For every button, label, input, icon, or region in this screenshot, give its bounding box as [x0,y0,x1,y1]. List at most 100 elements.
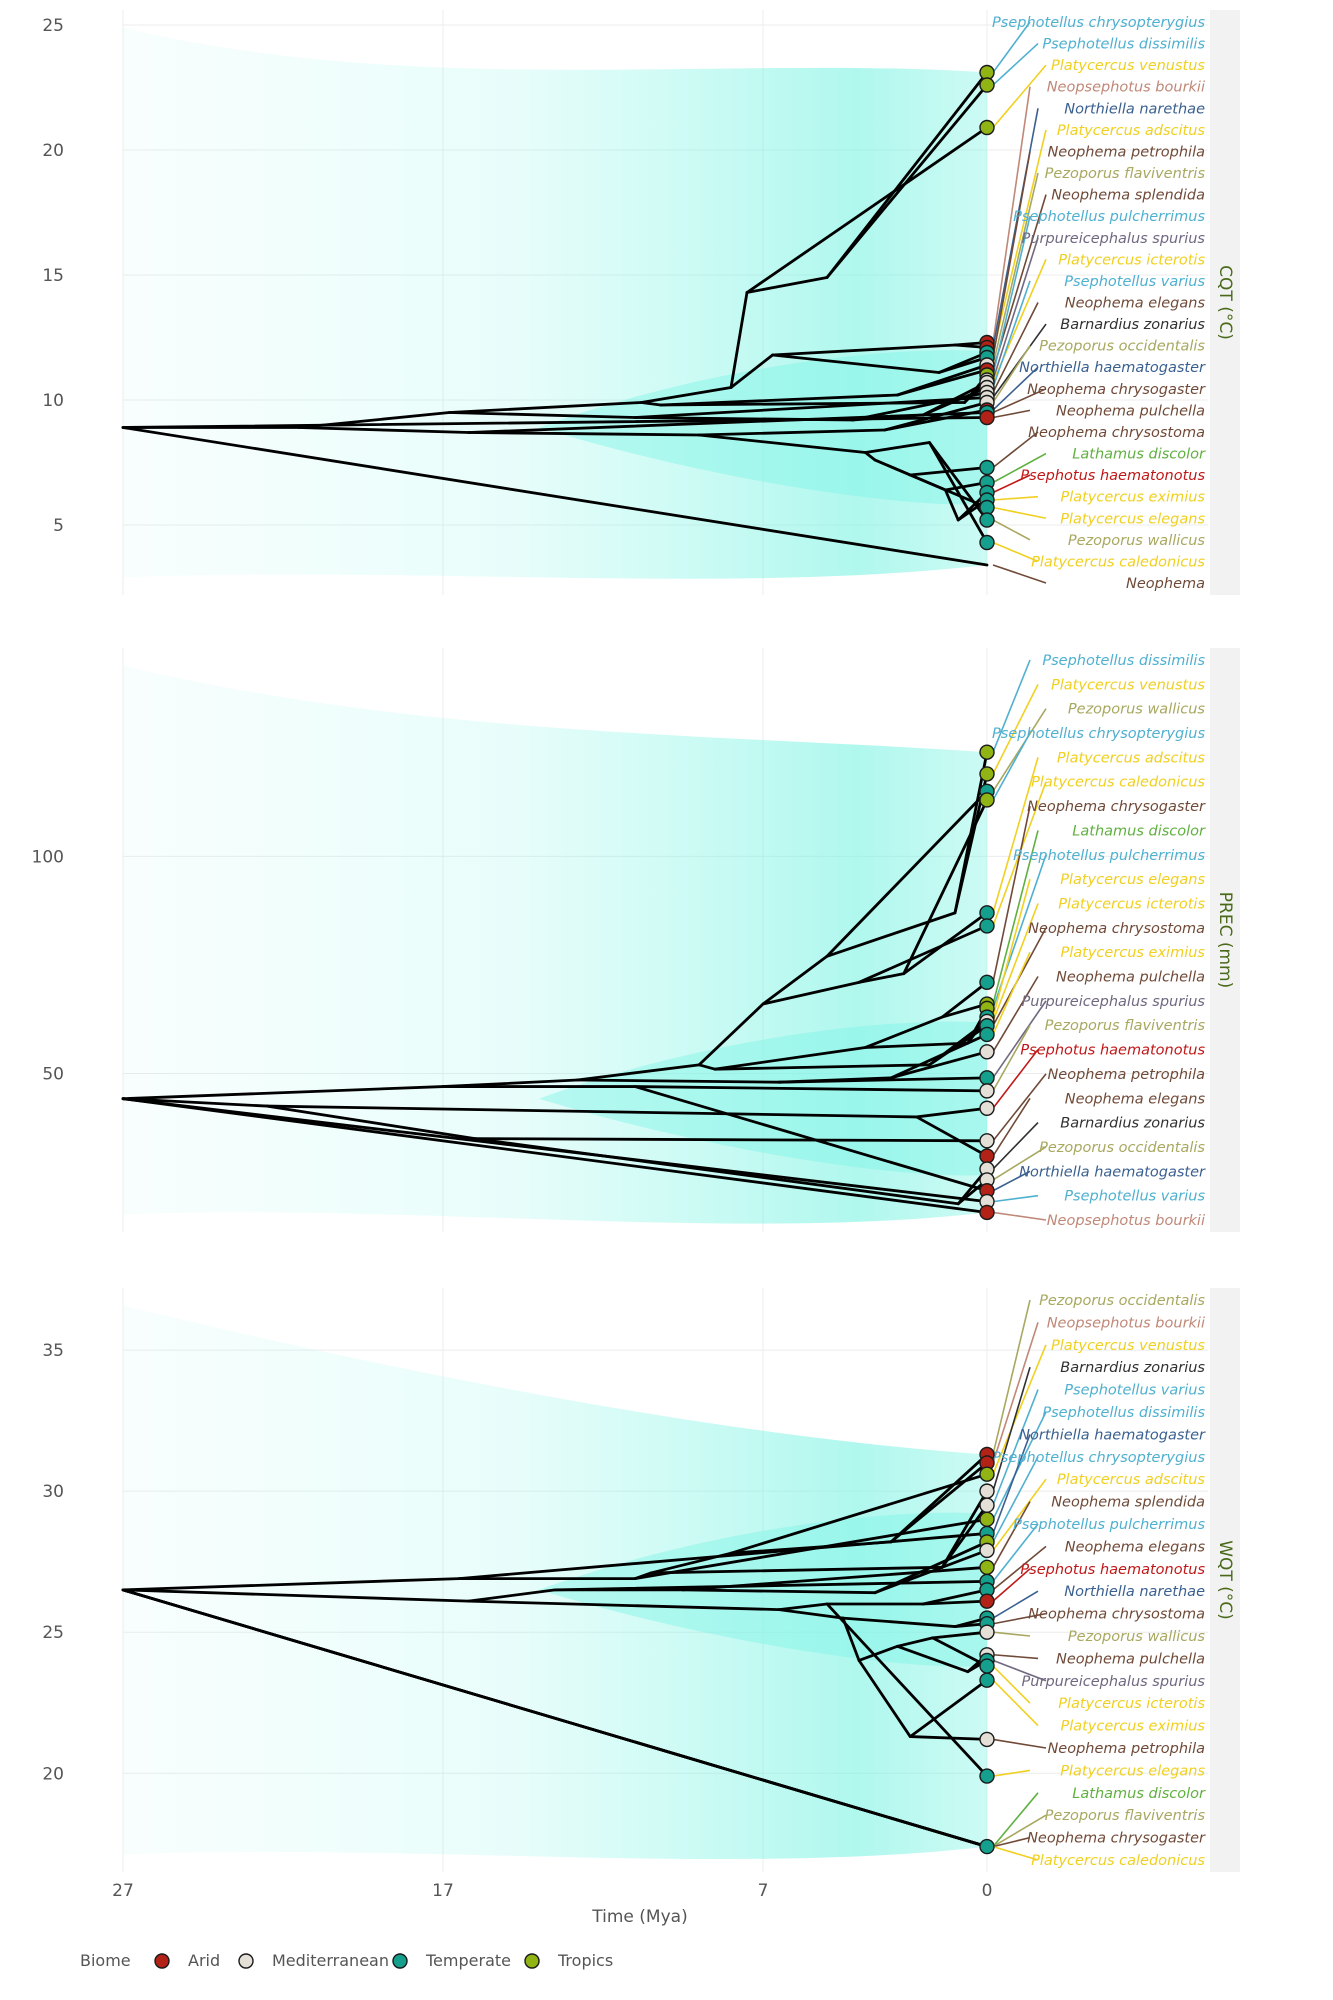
tip-label: Neophema elegans [1065,296,1206,312]
x-axis: 27 17 7 0 Time (Mya) [112,1881,992,1927]
tip-label: Neophema pulchella [1056,1651,1205,1667]
tip-point [979,1593,995,1609]
branch [633,396,989,419]
branch [121,1097,989,1204]
tip-leader [992,1073,1047,1142]
tip-points [979,744,995,1221]
tip-leader [992,1478,1047,1551]
tip-point [979,1483,995,1499]
tip-leader [992,409,1031,419]
branch [777,1602,829,1612]
tip-point [979,1624,995,1640]
tip-leader [992,1211,1047,1221]
legend-label: Arid [188,1951,220,1970]
tip-point [979,905,995,921]
tip-point [979,119,995,136]
y-tick-label: 30 [42,1482,64,1502]
tip-point [979,534,995,551]
tip-leader [992,151,1031,358]
tip-point [979,1100,995,1116]
branch [713,1063,931,1071]
tip-label: Purpureicephalus spurius [1022,231,1206,247]
tip-label: Barnardius zonarius [1060,1360,1205,1376]
branch [928,441,989,544]
branch [873,458,989,509]
branch [928,441,989,522]
branch [467,1599,781,1612]
tip-leader [992,21,1031,73]
tip-label: Psephotus haematonotus [1020,1562,1205,1578]
branch [902,798,989,976]
branch [825,911,957,958]
branch [121,1588,989,1849]
legend-label: Tropics [557,1951,613,1970]
x-tick-label: 7 [758,1881,769,1901]
y-tick-label: 35 [42,1341,64,1361]
tip-label: Pezoporus occidentalis [1039,1140,1205,1156]
facet-strip [1210,648,1240,1232]
tip-label: Platycercus elegans [1060,1763,1205,1779]
branch [825,789,989,958]
branch [896,1636,934,1648]
tip-leader [992,519,1031,541]
tip-label: Neophema chrysostoma [1028,425,1205,441]
tip-leader [992,1366,1031,1492]
tip-label: Neopsephotus bourkii [1047,80,1205,96]
y-tick-label: 10 [42,391,64,411]
y-tick-label: 50 [42,1065,64,1085]
tip-label: Pezoporus occidentalis [1039,339,1205,355]
tip-point [979,918,995,934]
tip-label: Platycercus eximius [1060,1719,1205,1735]
tip-label: Neophema pulchella [1056,970,1205,986]
tip-leader [992,1344,1047,1475]
tip-points [979,64,995,551]
tip-label: Psephotus haematonotus [1020,1043,1205,1059]
tip-label: Platycercus adscitus [1057,750,1206,766]
tip-label: Psephotellus pulcherrimus [1013,848,1205,864]
branch [681,1588,877,1595]
tip-label: Northiella haematogaster [1019,1427,1206,1443]
tip-label: Neophema chrysogaster [1027,799,1206,815]
tip-point [979,459,995,476]
tip-leader [992,237,1039,381]
tip-label: Lathamus discolor [1072,823,1206,839]
x-tick-label: 27 [112,1881,134,1901]
tip-label: Neopsephotus bourkii [1047,1315,1205,1331]
branch [265,1104,477,1141]
tip-label: Barnardius zonarius [1060,317,1205,333]
legend-swatch [524,1953,540,1969]
branch [777,1608,845,1620]
tip-point [979,1511,995,1528]
branch [931,1636,989,1668]
tip-leader [992,280,1031,388]
tip-leader [992,564,1047,584]
tip-leader [992,506,1047,520]
branch [633,1085,989,1193]
tip-leader [992,474,1031,494]
legend-label: Temperate [425,1951,511,1970]
branch [576,1078,781,1084]
branch [729,291,749,389]
tip-leader [992,129,1047,353]
tip-leader [992,1122,1039,1170]
tip-leader [992,976,1039,1053]
tip-leader [992,1299,1031,1455]
facet-strip [1210,1288,1240,1872]
tip-leader [992,495,1039,501]
tip-leader [992,431,1039,469]
tip-label: Psephotellus chrysopterygius [992,1450,1205,1466]
tip-label: Neophema chrysostoma [1028,1607,1205,1623]
tip-leader [992,1845,1039,1861]
tip-leader [992,1523,1039,1582]
branch [896,368,989,397]
branch [889,1461,989,1544]
tip-leader [992,1738,1047,1749]
tip-leader [992,1814,1047,1848]
tip-label: Psephotellus pulcherrimus [1013,1517,1205,1533]
uncertainty-ribbon [123,1305,987,1860]
branch [864,1041,970,1049]
tip-leader [992,1501,1031,1568]
tip-point [979,744,995,760]
tip-label: Platycercus icterotis [1058,252,1205,268]
